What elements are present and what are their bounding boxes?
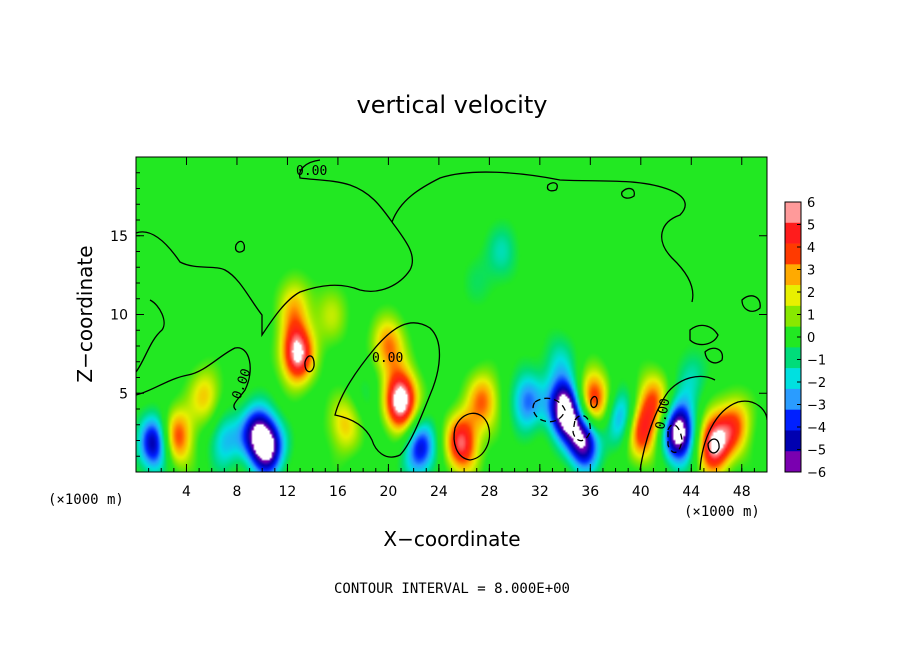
colorbar-swatch [785,368,801,390]
colorbar-swatch [785,305,801,327]
x-tick-label: 48 [733,484,751,500]
z-axis: 5 10 15 [110,172,767,457]
x-tick-label: 24 [430,484,448,500]
colorbar-swatch [785,285,801,307]
colorbar-label: 0 [807,331,815,346]
colorbar-label: −3 [807,399,826,414]
zero-contour-small-a [453,412,491,461]
x-tick-label: 16 [329,484,347,500]
x-tick-label: 44 [682,484,700,500]
colorbar-label: 2 [807,286,815,301]
colorbar-swatch [785,222,801,244]
colorbar-swatch [785,264,801,286]
x-tick-label: 32 [531,484,549,500]
x-axis: 4 8 12 16 20 24 28 32 36 40 44 48 [148,157,755,500]
colorbar-swatch [785,326,801,348]
x-tick-label: 4 [182,484,191,500]
colorbar-swatch [785,409,801,431]
z-tick-label: 15 [110,229,128,245]
velocity-field [136,157,767,472]
x-axis-label: X−coordinate [383,527,520,551]
colorbar-label: 4 [807,241,815,256]
x-tick-label: 20 [379,484,397,500]
colorbar-swatch [785,202,801,224]
colorbar-swatch [785,451,801,473]
x-unit-label-right: (×1000 m) [684,504,760,520]
x-tick-label: 40 [632,484,650,500]
colorbar-label: −6 [807,466,826,481]
colorbar-swatch [785,430,801,452]
plot-area: 0.00 0.00 0.00 0.00 [135,156,768,473]
x-unit-label-left: (×1000 m) [48,492,124,508]
colorbar-label: 5 [807,219,815,234]
colorbar-label: −1 [807,354,826,369]
contour-interval-note: CONTOUR INTERVAL = 8.000E+00 [334,581,570,597]
contour-label: 0.00 [372,351,403,366]
zero-contour-upper [136,159,694,338]
colorbar: 6 5 4 3 2 1 0 −1 −2 −3 −4 −5 −6 [784,196,826,481]
colorbar-label: 3 [807,264,815,279]
colorbar-label: 6 [807,196,815,211]
zero-contour-left-lower [136,299,251,411]
zero-contours [136,159,767,471]
zero-contour-right-islands [234,182,761,364]
z-tick-label: 10 [110,308,128,324]
contour-label: 0.00 [653,397,673,430]
z-axis-label: Z−coordinate [73,245,97,382]
positive-inner-contours [304,355,720,454]
x-tick-label: 12 [279,484,297,500]
x-tick-label: 28 [480,484,498,500]
x-tick-label: 8 [232,484,241,500]
colorbar-label: −4 [807,421,826,436]
zero-contour-center [334,322,441,458]
chart-title: vertical velocity [357,91,548,119]
colorbar-swatch [785,388,801,410]
colorbar-swatch [785,347,801,369]
colorbar-label: −5 [807,444,826,459]
negative-contours [532,397,683,453]
colorbar-swatch [785,243,801,265]
contour-label: 0.00 [296,164,327,179]
z-tick-label: 5 [119,386,128,402]
zero-contour-right [639,375,767,471]
x-tick-label: 36 [581,484,599,500]
colorbar-label: 1 [807,309,815,324]
colorbar-label: −2 [807,376,826,391]
